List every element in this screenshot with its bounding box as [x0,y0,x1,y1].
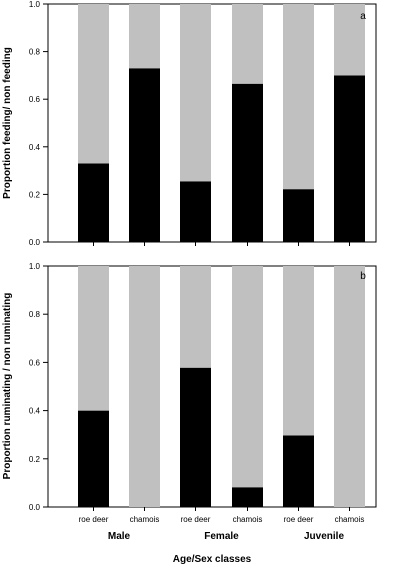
bar-segment [129,4,160,69]
bar-segment [232,487,263,507]
bar-segment [334,266,365,507]
panel-b-group-labels: Male Female Juvenile [108,531,345,542]
bar-segment [129,68,160,242]
panel-a-bars [78,4,365,243]
x-group-label: Juvenile [304,531,344,542]
y-tick-label: 0.6 [29,358,41,367]
y-tick-label: 0.2 [29,455,41,464]
y-tick-label: 0.2 [29,190,41,199]
bar-segment [334,75,365,243]
bar-segment [180,266,211,368]
bar-segment [180,4,211,182]
bar-segment [78,410,109,507]
bar-segment [283,266,314,436]
x-group-label: Male [108,531,131,542]
panel-b-bars [78,266,365,507]
panel-b-x-axis: roe deer chamois roe deer chamois roe deer ch… [79,515,365,524]
x-category-label: roe deer [181,515,211,524]
x-category-label: chamois [335,515,365,524]
y-tick-label: 0.4 [29,407,41,416]
bar-segment [78,266,109,411]
bar-segment [129,266,160,507]
bar-segment [232,266,263,488]
bar-segment [78,4,109,164]
y-tick-label: 0.0 [29,238,41,247]
bar-segment [180,181,211,242]
y-tick-label: 0.6 [29,95,41,104]
panel-b-letter: b [360,271,366,282]
panel-a-y-axis: 0.0 0.2 0.4 0.6 0.8 1.0 [29,0,350,247]
y-tick-label: 0.8 [29,310,41,319]
bar-segment [283,189,314,242]
y-tick-label: 1.0 [29,262,41,271]
panel-a-letter: a [360,11,366,22]
x-category-label: roe deer [79,515,109,524]
x-axis-title: Age/Sex classes [173,554,252,565]
bar-segment [283,435,314,507]
y-tick-label: 1.0 [29,0,41,9]
y-tick-label: 0.8 [29,48,41,57]
x-category-label: chamois [233,515,263,524]
bar-segment [283,4,314,190]
bar-segment [334,4,365,76]
x-group-label: Female [204,531,239,542]
y-tick-label: 0.4 [29,143,41,152]
panel-a-y-axis-title: Proportion feeding/ non feeding [2,47,13,199]
x-category-label: chamois [130,515,160,524]
panel-b-y-axis-title: Proportion ruminating / non ruminating [2,293,13,480]
bar-segment [232,4,263,84]
x-category-label: roe deer [284,515,314,524]
panel-b-y-axis: 0.0 0.2 0.4 0.6 0.8 1.0 [29,262,350,512]
bar-segment [232,83,263,242]
bar-segment [78,163,109,242]
panel-b-plot-frame [47,265,377,508]
panel-b-chart: 0.00.20.40.60.81.0 roe deer chamois roe de… [2,262,377,565]
y-tick-label: 0.0 [29,503,41,512]
panel-a-chart: 0.0 0.2 0.4 0.6 0.8 1.0 a Proportion feeding/… [2,0,377,247]
bar-segment [180,367,211,507]
panel-a-plot-frame [47,3,377,243]
